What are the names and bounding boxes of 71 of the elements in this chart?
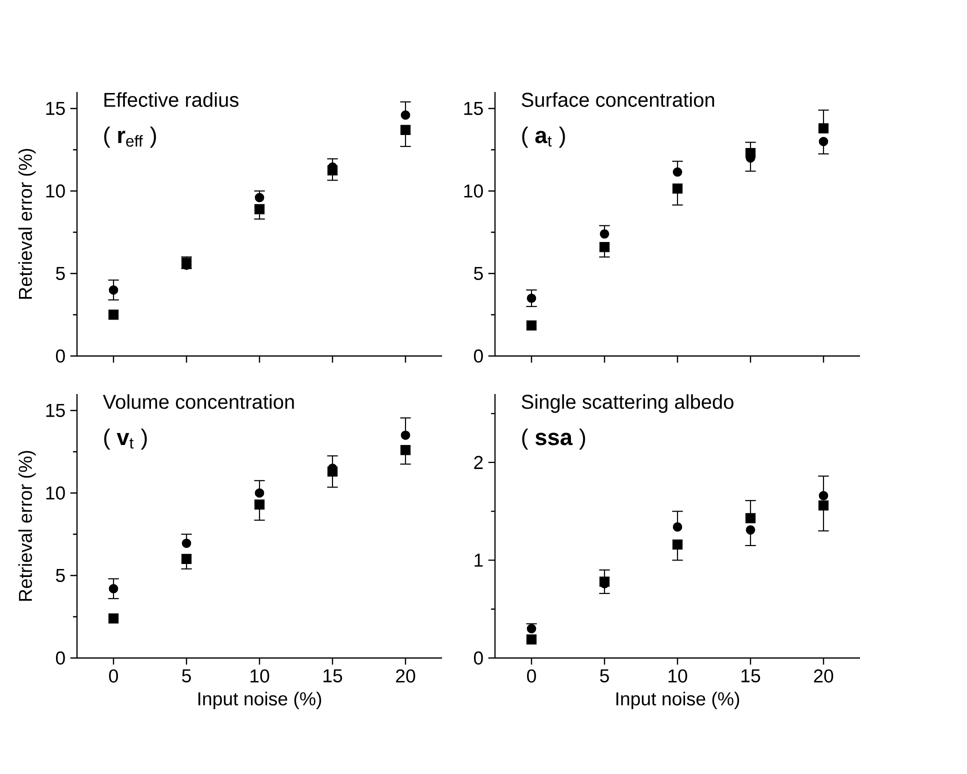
text: ( a$_{t}$ ) [522, 126, 565, 148]
point [818, 123, 829, 134]
point [818, 491, 828, 500]
y-tick-label: 15 [464, 102, 483, 116]
x-tick-label: 0 [109, 669, 118, 683]
y-tick-label: 10 [46, 486, 65, 500]
chart-title: Volume concentration [102, 394, 294, 409]
point [526, 294, 536, 303]
point [526, 320, 537, 331]
y-tick-label: 0 [474, 349, 483, 363]
y-tick-label: 5 [56, 568, 65, 582]
point [400, 430, 410, 440]
y-tick-label: 2 [474, 456, 483, 469]
point [600, 229, 610, 239]
point [526, 624, 536, 634]
point [599, 242, 610, 252]
x-tick-label: 0 [527, 669, 536, 683]
point [672, 522, 682, 532]
text: ( v$_{t}$ ) [104, 428, 147, 450]
y-tick-label: 0 [56, 651, 65, 665]
y-tick-label: 5 [56, 266, 65, 280]
point [526, 634, 537, 644]
point [108, 285, 118, 295]
point [327, 165, 338, 176]
point [746, 525, 756, 535]
point [327, 466, 338, 477]
y-tick-label: 0 [56, 349, 65, 363]
point [254, 499, 265, 510]
text: ( ssa ) [522, 428, 586, 450]
x-tick-label: 10 [668, 669, 688, 683]
point [181, 554, 192, 564]
x-axis-title: Input noise (%) [198, 692, 322, 710]
y-tick-label: 15 [46, 404, 65, 418]
point [400, 110, 410, 120]
x-tick-label: 15 [324, 669, 342, 682]
y-tick-label: 10 [464, 184, 483, 198]
y-tick-label: 15 [46, 102, 65, 116]
chart-title: Single scattering albedo [522, 394, 734, 413]
point [818, 136, 828, 146]
point [672, 539, 683, 550]
y-tick-label: 10 [46, 184, 65, 198]
point [672, 167, 682, 177]
chart-title: Effective radius [104, 92, 238, 107]
point [672, 183, 683, 194]
y-tick-label: 1 [474, 554, 483, 567]
x-tick-label: 10 [250, 669, 270, 683]
point [254, 488, 264, 498]
point [108, 584, 118, 594]
point [254, 204, 265, 214]
y-tick-label: 5 [474, 266, 483, 280]
x-tick-label: 5 [600, 669, 609, 682]
x-tick-label: 15 [742, 669, 760, 682]
point [745, 513, 756, 524]
point [108, 310, 119, 320]
y-axis-title: Retrieval error (%) [18, 450, 36, 601]
point [400, 124, 411, 136]
point [254, 192, 264, 202]
point [599, 576, 610, 587]
text: ( r$_{eff}$ ) [104, 126, 156, 148]
chart-title: Surface concentration [522, 92, 714, 107]
y-tick-label: 0 [474, 651, 483, 665]
x-tick-label: 20 [396, 669, 416, 683]
point [182, 538, 192, 548]
x-tick-label: 5 [182, 669, 191, 682]
x-axis-title: Input noise (%) [616, 692, 740, 710]
x-tick-label: 20 [814, 669, 834, 683]
point [400, 445, 411, 456]
y-axis-title: Retrieval error (%) [18, 148, 36, 299]
point [818, 500, 829, 511]
point [108, 613, 119, 624]
point [745, 148, 756, 158]
